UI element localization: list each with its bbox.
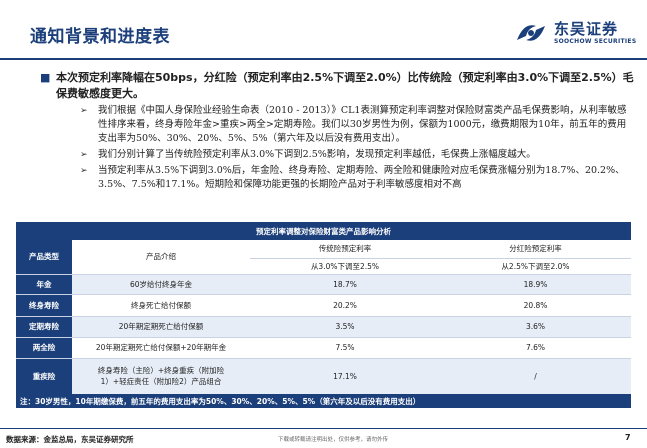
square-bullet-icon: ■ [40,71,51,84]
arrow-bullet-icon: ➢ [80,106,88,116]
row-intro: 20年期定期死亡给付保额+20年期年金 [72,336,250,358]
content-body: ■ 本次预定利率降幅在50bps，分红险（预定利率由2.5%下调至2.0%）比传… [40,70,635,192]
lead-text: 本次预定利率降幅在50bps，分红险（预定利率由2.5%下调至2.0%）比传统险… [56,71,634,100]
row-dividend: 20.8% [440,293,631,316]
row-traditional: 20.2% [250,293,440,316]
row-type: 两全险 [16,336,72,358]
disclaimer-text: 下载或转载请注明出处，仅供参考，请勿外传 [278,437,389,443]
footer-divider [0,428,647,429]
row-traditional: 7.5% [250,336,440,358]
sub-bullet-text: 我们分别计算了当传统险预定利率从3.0%下调到2.5%影响，发现预定利率越低，毛… [98,149,536,160]
logo-chinese-name: 东吴证券 [554,20,619,38]
sub-bullet: ➢ 当预定利率从3.5%下调到3.0%后，年金险、终身寿险、定期寿险、两全险和健… [68,164,635,192]
table-row: 定期寿险 20年期定期死亡给付保额 3.5% 3.6% [16,315,631,337]
row-traditional: 18.7% [250,273,440,294]
brand-logo: 东吴证券 SOOCHOW SECURITIES [514,16,639,52]
row-dividend: 18.9% [440,273,631,294]
table-row: 两全险 20年期定期死亡给付保额+20年期年金 7.5% 7.6% [16,336,631,358]
arrow-bullet-icon: ➢ [80,150,88,160]
soochow-logo-icon [517,25,545,41]
sub-bullet-text: 当预定利率从3.5%下调到3.0%后，年金险、终身寿险、定期寿险、两全险和健康险… [98,165,625,190]
header-dividend-change: 从2.5%下调至2.0% [501,261,570,271]
row-type: 定期寿险 [16,315,72,337]
arrow-bullet-icon: ➢ [80,166,88,176]
logo-english-name: SOOCHOW SECURITIES [554,38,637,45]
row-type: 重疾险 [16,357,72,394]
slide-footer: 数据来源：金监总局，东吴证券研究所 下载或转载请注明出处，仅供参考，请勿外传 7 [0,428,647,448]
header-dividend-rate: 分红险预定利率 [440,240,631,259]
table-row: 年金 60岁给付终身年金 18.7% 18.9% [16,273,631,294]
header-traditional-rate: 传统险预定利率 [250,240,440,259]
table-row: 终身寿险 终身死亡给付保额 20.2% 20.8% [16,293,631,316]
sub-bullet: ➢ 我们分别计算了当传统险预定利率从3.0%下调到2.5%影响，发现预定利率越低… [68,148,635,162]
page-number: 7 [625,433,631,442]
row-traditional: 17.1% [250,357,440,394]
data-source: 数据来源：金监总局，东吴证券研究所 [6,435,134,444]
sub-bullet-text: 我们根据《中国人身保险业经验生命表（2010 - 2013）》CL1表测算预定利… [98,105,627,144]
row-type: 年金 [16,273,72,294]
header-product-intro: 产品介绍 [146,252,176,262]
row-intro: 20年期定期死亡给付保额 [72,315,250,337]
row-traditional: 3.5% [250,315,440,337]
row-intro: 终身寿险（主险）+终身重疾（附加险1）+轻症责任（附加险2）产品组合 [72,357,250,394]
table-title: 预定利率调整对保险财富类产品影响分析 [16,222,631,240]
header-traditional-change: 从3.0%下调至2.5% [310,261,380,271]
header-product-type: 产品类型 [16,240,72,274]
row-dividend: / [440,357,631,394]
sub-bullet: ➢ 我们根据《中国人身保险业经验生命表（2010 - 2013）》CL1表测算预… [68,104,635,146]
slide-header: 通知背景和进度表 东吴证券 SOOCHOW SECURITIES [0,0,647,62]
row-dividend: 7.6% [440,336,631,358]
page-title: 通知背景和进度表 [30,27,170,47]
row-type: 终身寿险 [16,293,72,316]
lead-bullet: ■ 本次预定利率降幅在50bps，分红险（预定利率由2.5%下调至2.0%）比传… [40,70,635,102]
table-note: 注：30岁男性，10年期缴保费，前五年的费用支出率为50%、30%、20%、5%… [16,394,631,408]
row-intro: 终身死亡给付保额 [72,293,250,316]
row-intro: 60岁给付终身年金 [72,273,250,294]
title-divider [0,58,647,60]
row-dividend: 3.6% [440,315,631,337]
table-row: 重疾险 终身寿险（主险）+终身重疾（附加险1）+轻症责任（附加险2）产品组合 1… [16,357,631,394]
impact-table: 预定利率调整对保险财富类产品影响分析 产品类型 产品介绍 传统险预定利率 分红险… [16,222,631,408]
